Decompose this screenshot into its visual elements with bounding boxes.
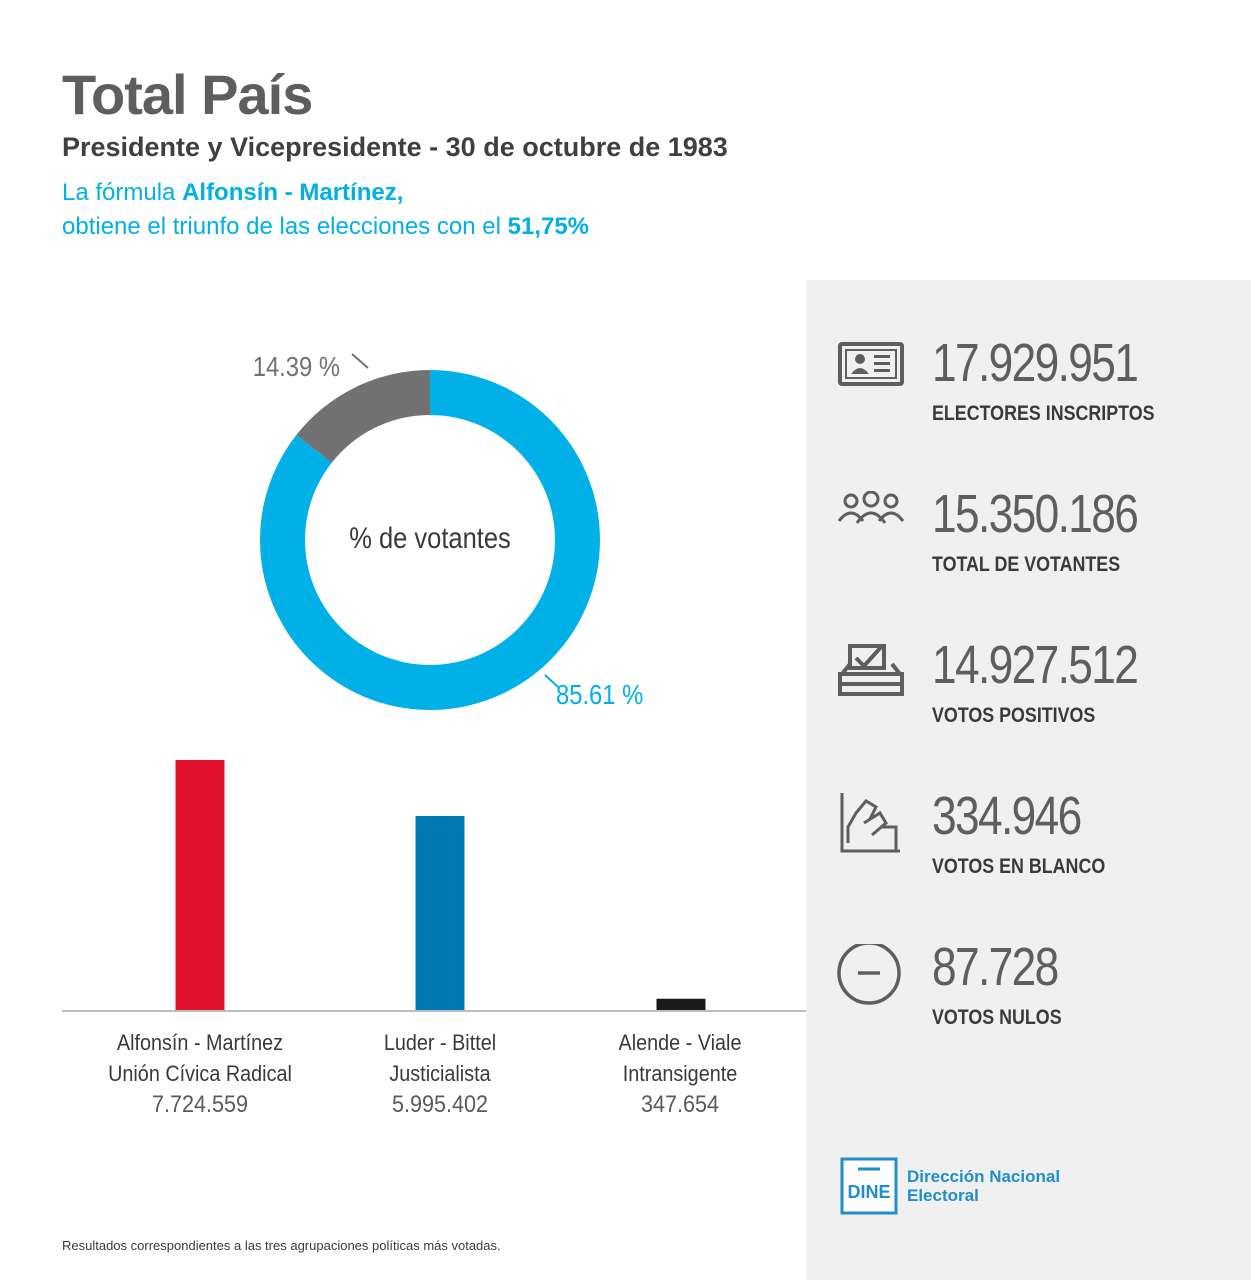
bar-candidates-1: Alfonsín - Martínez (116, 1030, 284, 1055)
stat-label: VOTOS POSITIVOS (932, 704, 1096, 727)
stat-nulos: 87.728 VOTOS NULOS (836, 937, 1236, 1054)
bar-1 (175, 760, 225, 1010)
stat-label: TOTAL DE VOTANTES (932, 553, 1121, 576)
bar-value-2: 5.995.402 (391, 1091, 489, 1118)
headline-part1: La fórmula (62, 179, 183, 206)
donut-slice-2 (296, 370, 430, 463)
dine-logo: DINE (840, 1157, 898, 1215)
stat-label: VOTOS EN BLANCO (932, 855, 1106, 878)
bar-2 (415, 815, 465, 1010)
headline-part2: obtiene el triunfo de las elecciones con… (62, 213, 508, 240)
minus-circle-icon (837, 944, 901, 1005)
stat-value: 15.350.186 (932, 484, 1139, 544)
stat-value: 14.927.512 (932, 635, 1139, 695)
bar-label-2: Luder - Bittel Justicialista 5.995.402 (332, 1027, 548, 1120)
bar-party-3: Intransigente (622, 1061, 738, 1086)
stat-value: 17.929.951 (932, 333, 1139, 393)
donut-label-1: 85.61 % (556, 678, 643, 710)
ballot-box-icon (838, 644, 904, 696)
bar-party-2: Justicialista (389, 1061, 491, 1086)
bar-value-1: 7.724.559 (151, 1091, 249, 1118)
stat-value: 334.946 (932, 786, 1082, 846)
donut-leader-2 (351, 353, 369, 369)
stat-label: VOTOS NULOS (932, 1006, 1062, 1029)
stat-electores: 17.929.951 ELECTORES INSCRIPTOS (836, 333, 1236, 450)
dine-name: Dirección Nacional Electoral (907, 1167, 1107, 1205)
bar-party-1: Unión Cívica Radical (108, 1061, 292, 1086)
headline-pct: 51,75% (507, 213, 590, 240)
page-subtitle: Presidente y Vicepresidente - 30 de octu… (62, 132, 728, 162)
stat-votantes: 15.350.186 TOTAL DE VOTANTES (836, 484, 1236, 601)
people-icon (837, 491, 905, 524)
donut-chart: 85.61 % 14.39 % % de votantes (253, 350, 644, 710)
stat-blanco: 334.946 VOTOS EN BLANCO (836, 786, 1236, 903)
headline: La fórmula Alfonsín - Martínez, obtiene … (62, 176, 589, 244)
page-title: Total País (62, 63, 313, 126)
bar-candidates-3: Alende - Viale (618, 1030, 742, 1055)
bar-chart (62, 760, 806, 1012)
stats-panel (806, 280, 1251, 1280)
footnote: Resultados correspondientes a las tres a… (62, 1238, 501, 1253)
donut-label-2: 14.39 % (253, 350, 340, 382)
bar-candidates-2: Luder - Bittel (383, 1030, 497, 1055)
bar-3 (656, 998, 706, 1010)
dine-line2: Electoral (907, 1186, 979, 1205)
bar-label-1: Alfonsín - Martínez Unión Cívica Radical… (92, 1027, 308, 1120)
stat-label: ELECTORES INSCRIPTOS (932, 402, 1155, 425)
stat-positivos: 14.927.512 VOTOS POSITIVOS (836, 635, 1236, 752)
bar-value-3: 347.654 (640, 1091, 720, 1118)
dine-line1: Dirección Nacional (907, 1167, 1061, 1186)
id-card-icon (838, 342, 904, 386)
dine-logo-text: DINE (847, 1182, 890, 1202)
bar-label-3: Alende - Viale Intransigente 347.654 (572, 1027, 788, 1120)
donut-center-label: % de votantes (349, 521, 511, 554)
stat-value: 87.728 (932, 937, 1059, 997)
blank-vote-icon (840, 793, 900, 853)
headline-bold: Alfonsín - Martínez, (182, 179, 404, 206)
donut-leader-1 (544, 674, 559, 688)
